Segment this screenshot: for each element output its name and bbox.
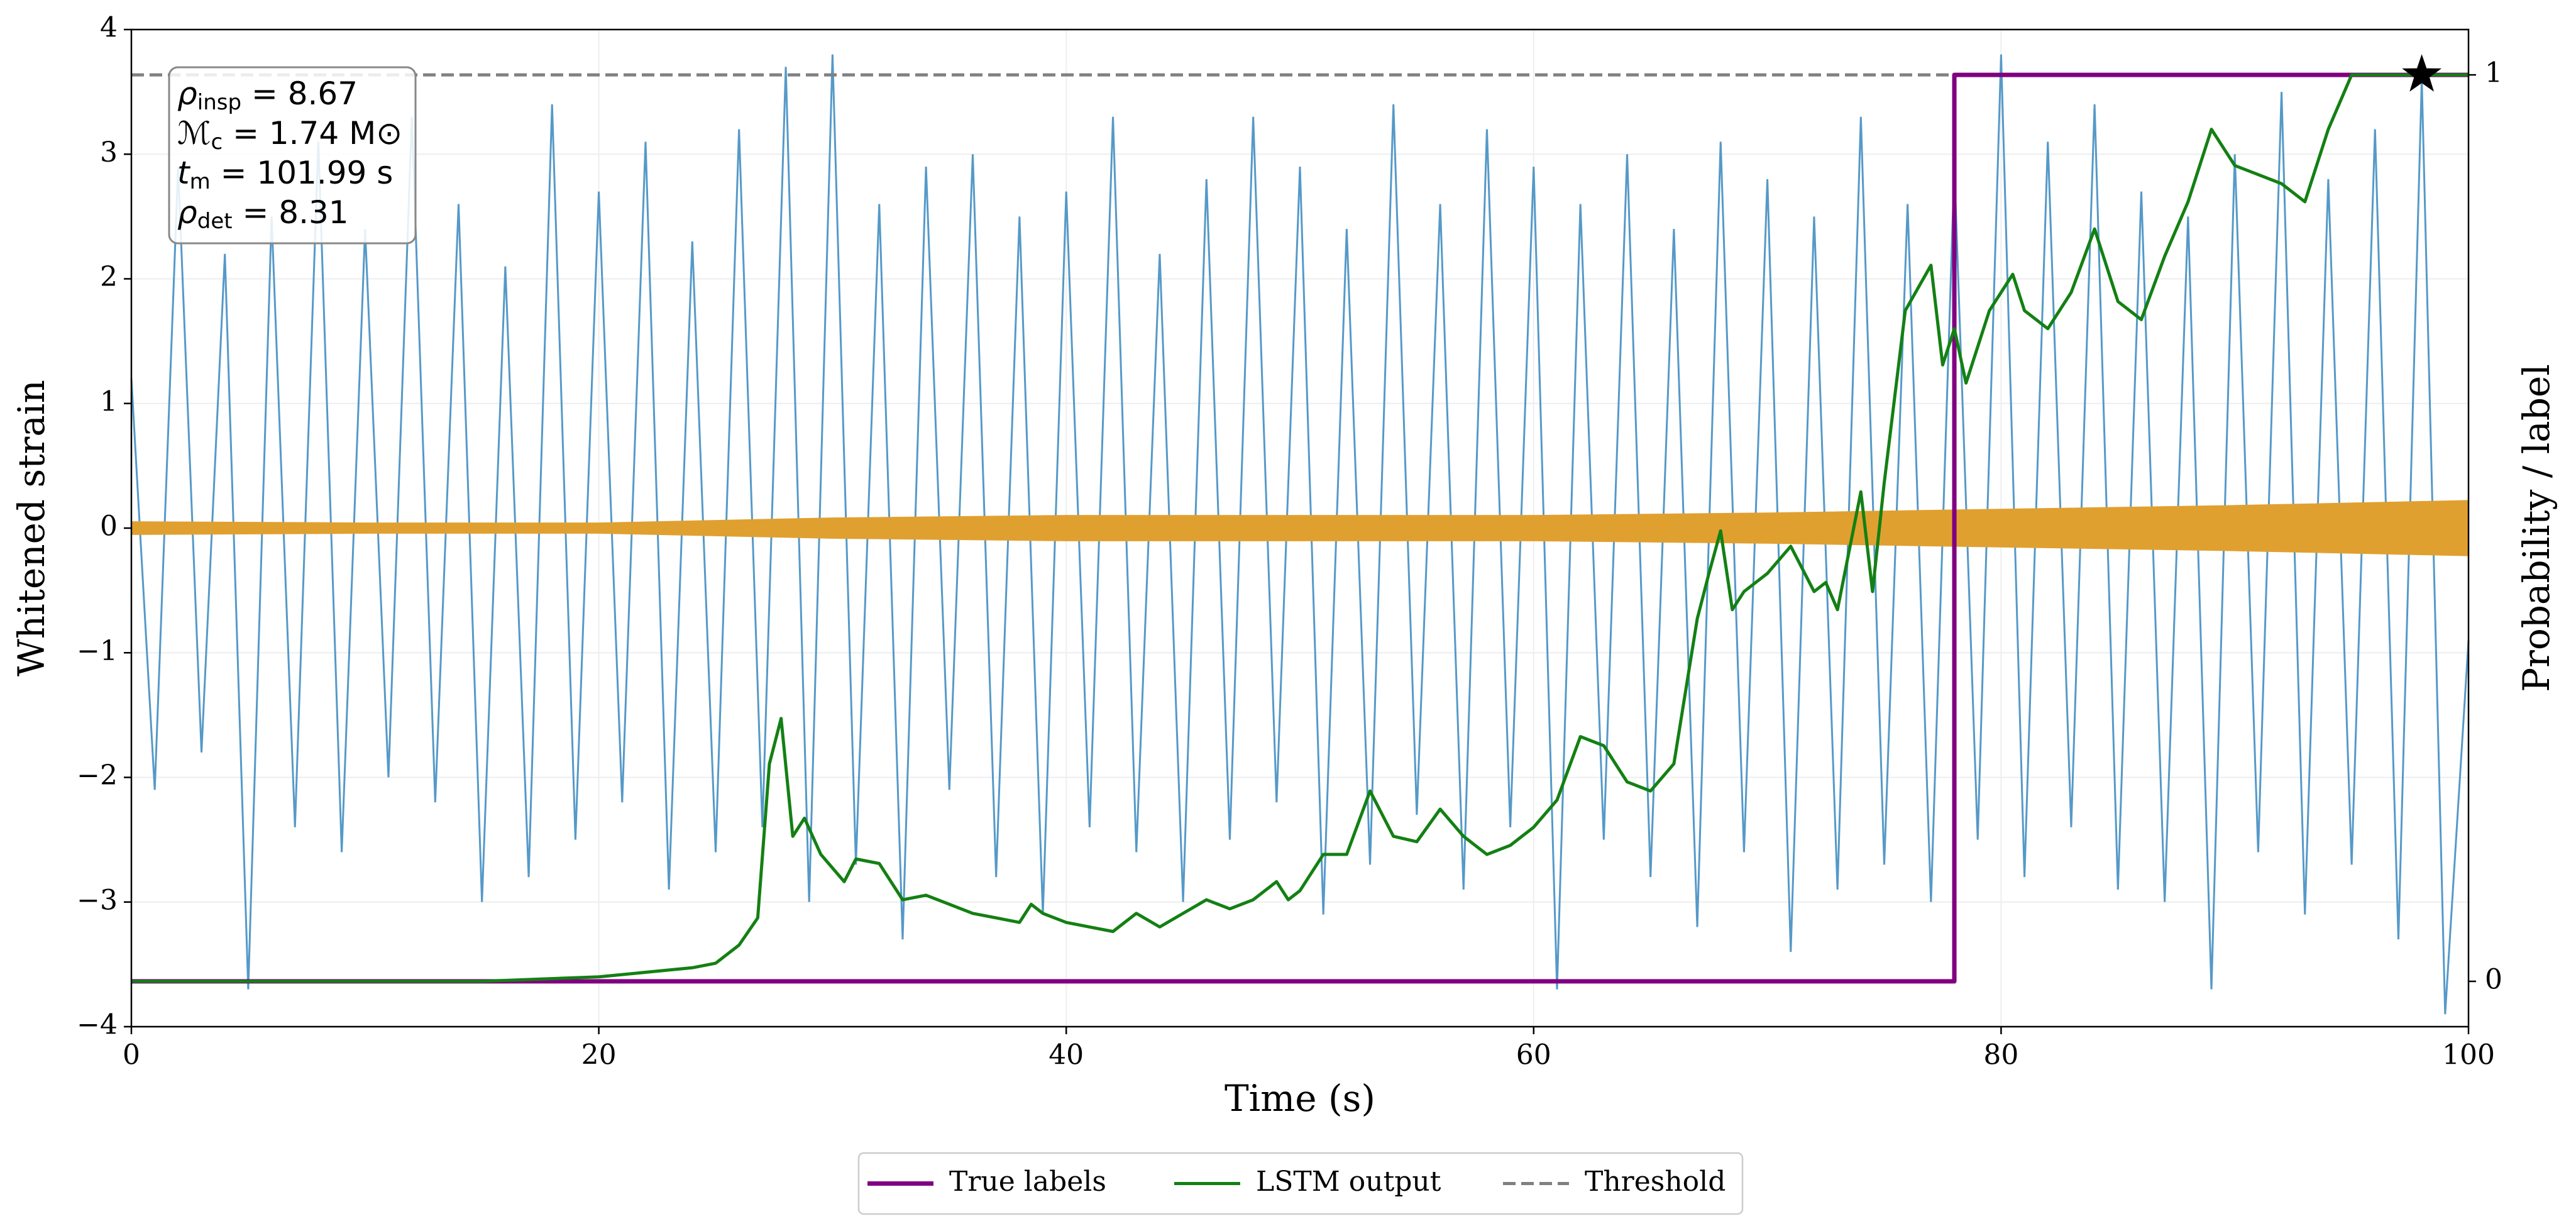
legend-box [857,1152,1744,1215]
x-tick-label: 20 [581,1039,617,1071]
y2-tick-label: 0 [2485,963,2502,995]
y-tick-label: −3 [77,884,118,916]
annotation-part: det [197,209,233,234]
annotation-box [168,66,417,245]
annotation-part: = 101.99 s [211,155,394,191]
x-tick-label: 100 [2442,1039,2495,1071]
x-tick-label: 40 [1049,1039,1084,1071]
y-tick-label: −4 [77,1009,118,1041]
y-tick-label: −2 [77,759,118,792]
star-marker [2402,54,2442,92]
annotation-text: ρinsp = 8.67 [177,75,358,115]
annotation-text: ρdet = 8.31 [177,194,349,234]
y-tick-label: −1 [77,635,118,667]
x-tick-label: 0 [123,1039,140,1071]
legend-label: Threshold [1585,1166,1726,1198]
strain-line [130,54,2470,1015]
x-tick-label: 80 [1983,1039,2018,1071]
series-line [131,72,2469,984]
y-tick-label: 2 [100,261,118,293]
y-tick-label: 0 [100,511,118,543]
y2-axis-label: Probability / label [2515,364,2558,692]
annotation-part: t [177,155,191,191]
annotation-part: insp [197,90,241,115]
y-tick-label: 3 [100,136,118,168]
y2-tick-label: 1 [2485,57,2502,89]
annotation-part: = 8.67 [241,75,358,112]
annotation-part: c [211,130,223,155]
annotation-part: ℳ [177,115,211,152]
annotation-part: ρ [177,194,197,231]
series-line [131,73,2469,983]
x-axis-label: Time (s) [1225,1077,1375,1120]
annotation-text: tm = 101.99 s [177,155,393,194]
legend-label: True labels [949,1166,1106,1198]
y-axis-label: Whitened strain [10,380,53,676]
annotation-part: = 1.74 M⊙ [223,115,402,152]
annotation-text: ℳc = 1.74 M⊙ [177,115,402,155]
y-tick-label: 4 [100,12,118,44]
x-tick-label: 60 [1516,1039,1551,1071]
annotation-part: = 8.31 [233,194,349,231]
legend-label: LSTM output [1256,1166,1441,1198]
annotation-part: m [190,169,211,194]
y-tick-label: 1 [100,385,118,417]
plot-frame [130,28,2470,1028]
annotation-part: ρ [177,75,197,112]
